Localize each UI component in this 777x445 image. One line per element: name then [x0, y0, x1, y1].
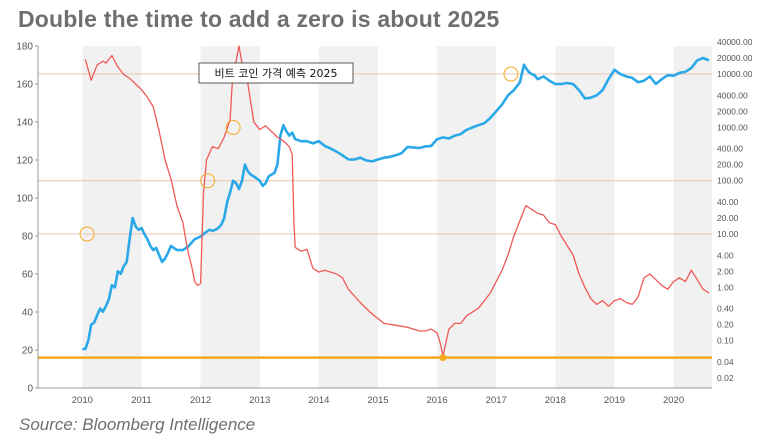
x-tick-label: 2013 — [249, 395, 270, 406]
x-tick-label: 2017 — [486, 395, 507, 406]
right-tick-label: 1000.00 — [717, 122, 748, 132]
x-tick-label: 2020 — [663, 395, 684, 406]
year-band — [673, 46, 712, 388]
x-tick-label: 2019 — [604, 395, 625, 406]
right-tick-label: 200.00 — [717, 160, 743, 170]
year-band — [82, 46, 142, 388]
right-tick-label: 1.00 — [717, 282, 734, 292]
y-tick-labels: 0 20 40 60 80 100 120 140 160 180 — [16, 42, 38, 395]
crossing-marker — [79, 226, 95, 242]
right-tick-label: 100.00 — [717, 176, 743, 186]
reference-lines — [38, 73, 712, 359]
markers — [79, 66, 519, 362]
year-band — [437, 46, 497, 388]
right-tick-label: 2.00 — [717, 266, 734, 276]
crossing-marker — [503, 66, 519, 82]
right-tick-label: 0.40 — [717, 304, 734, 314]
year-bands — [82, 46, 712, 388]
price-line — [82, 56, 710, 351]
x-tick-label: 2016 — [427, 395, 448, 406]
ratio-line — [84, 45, 710, 357]
baseline-dot — [439, 354, 447, 362]
right-tick-label: 0.04 — [717, 357, 734, 367]
x-tick-label: 2012 — [190, 395, 211, 406]
right-tick-label: 10000.00 — [717, 69, 753, 79]
year-band — [555, 46, 615, 388]
annotation-text: 비트 코인 가격 예측 2025 — [215, 67, 338, 80]
crossing-marker — [200, 173, 216, 189]
x-tick-label: 2018 — [545, 395, 566, 406]
x-tick-labels: 2010 2011 2012 2013 2014 2015 2016 2017 2018 2019… — [72, 395, 684, 406]
year-band — [318, 46, 378, 388]
right-tick-label: 4000.00 — [717, 90, 748, 100]
right-tick-label: 40.00 — [717, 197, 739, 207]
y-tick-label: 0 — [27, 384, 33, 395]
right-tick-label: 400.00 — [717, 144, 743, 154]
right-tick-label: 2000.00 — [717, 106, 748, 116]
series-lines — [82, 45, 710, 357]
year-band — [200, 46, 260, 388]
x-tick-label: 2010 — [72, 395, 93, 406]
annotation-box: 비트 코인 가격 예측 2025 — [198, 62, 354, 84]
right-tick-label: 40000.00 — [717, 37, 753, 47]
right-tick-label: 10.00 — [717, 229, 739, 239]
y-tick-label: 60 — [22, 270, 34, 281]
y-tick-label: 100 — [16, 194, 33, 205]
axes — [37, 46, 712, 389]
y-tick-label: 120 — [16, 156, 33, 167]
y-tick-label: 80 — [22, 232, 34, 243]
annotation-box-rect — [198, 62, 354, 84]
y-tick-label: 140 — [16, 118, 33, 129]
right-tick-label: 0.02 — [717, 373, 734, 383]
y-tick-label: 40 — [22, 308, 34, 319]
x-tick-label: 2014 — [308, 395, 329, 406]
chart-title: Double the time to add a zero is about 2… — [18, 6, 500, 32]
right-tick-labels: 0.02 0.04 0.10 0.20 0.40 1.00 2.00 4.00 10.00 20.… — [717, 37, 753, 383]
crossing-marker — [225, 119, 241, 135]
source-note: Source: Bloomberg Intelligence — [19, 415, 256, 434]
right-tick-label: 20000.00 — [717, 53, 753, 63]
right-tick-label: 0.10 — [717, 336, 734, 346]
right-tick-label: 0.20 — [717, 320, 734, 330]
right-tick-label: 20.00 — [717, 213, 739, 223]
x-tick-label: 2011 — [131, 395, 151, 406]
y-tick-label: 20 — [22, 346, 34, 357]
right-tick-label: 4.00 — [717, 250, 734, 260]
x-tick-label: 2015 — [367, 395, 388, 406]
y-tick-label: 180 — [16, 42, 33, 53]
y-tick-label: 160 — [16, 80, 33, 91]
